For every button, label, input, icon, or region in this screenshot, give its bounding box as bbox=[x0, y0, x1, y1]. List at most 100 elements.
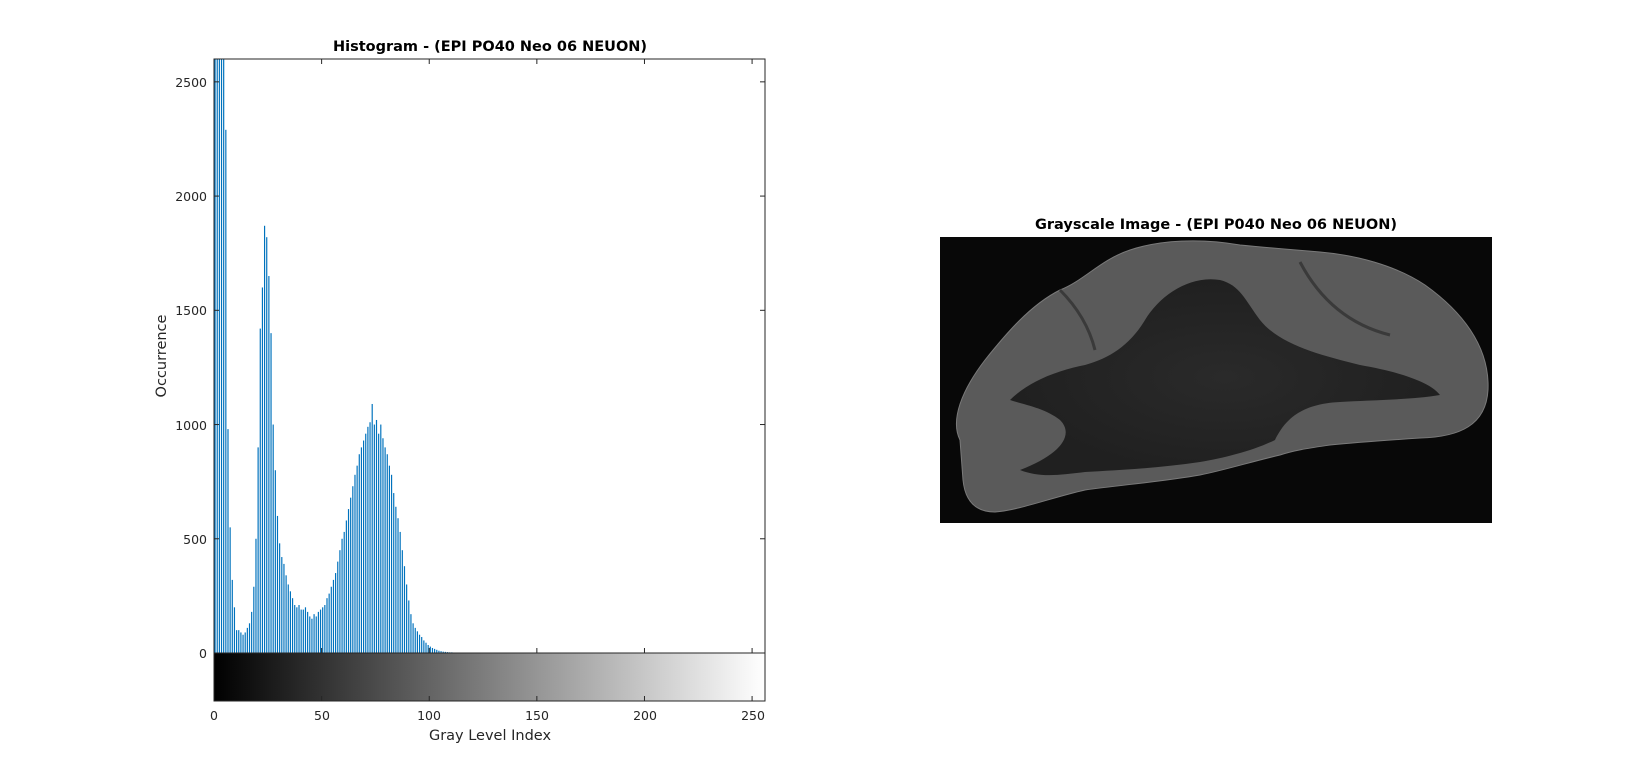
histogram-bar bbox=[374, 425, 375, 653]
y-tick-label: 500 bbox=[183, 532, 207, 547]
histogram-bar bbox=[376, 420, 377, 653]
histogram-bar bbox=[309, 616, 310, 653]
histogram-bar bbox=[400, 532, 401, 653]
y-tick-label: 2000 bbox=[175, 189, 207, 204]
histogram-bar bbox=[225, 130, 226, 653]
histogram-bar bbox=[307, 612, 308, 653]
histogram-bar bbox=[270, 333, 271, 653]
histogram-bar bbox=[430, 647, 431, 653]
histogram-bar bbox=[406, 584, 407, 653]
histogram-bar bbox=[266, 237, 267, 653]
x-tick-label: 250 bbox=[741, 708, 765, 723]
y-tick-label: 1500 bbox=[175, 303, 207, 318]
histogram-bar bbox=[434, 649, 435, 653]
histogram-bar bbox=[335, 573, 336, 653]
histogram-bar bbox=[359, 454, 360, 653]
histogram-bar bbox=[428, 645, 429, 653]
y-tick-label: 0 bbox=[199, 646, 207, 661]
histogram-bar bbox=[408, 600, 409, 653]
histogram-bar bbox=[301, 610, 302, 653]
histogram-bar bbox=[404, 566, 405, 653]
histogram-bar bbox=[258, 447, 259, 653]
histogram-bar bbox=[255, 539, 256, 653]
histogram-bar bbox=[283, 564, 284, 653]
histogram-bar bbox=[262, 287, 263, 653]
histogram-bar bbox=[413, 623, 414, 653]
histogram-bar bbox=[253, 587, 254, 653]
grayscale-image-title: Grayscale Image - (EPI P040 Neo 06 NEUON… bbox=[1035, 217, 1397, 233]
gray-level-colorbar bbox=[214, 653, 765, 701]
histogram-bar bbox=[290, 591, 291, 653]
x-tick-label: 0 bbox=[210, 708, 218, 723]
histogram-bar bbox=[339, 550, 340, 653]
histogram-bar bbox=[372, 404, 373, 653]
histogram-bar bbox=[344, 532, 345, 653]
histogram-bar bbox=[249, 623, 250, 653]
histogram-bar bbox=[354, 475, 355, 653]
histogram-bar bbox=[232, 580, 233, 653]
histogram-bar bbox=[378, 434, 379, 653]
x-axis-label: Gray Level Index bbox=[429, 728, 551, 744]
x-tick-label: 150 bbox=[525, 708, 549, 723]
histogram-bar bbox=[393, 493, 394, 653]
histogram-bar bbox=[397, 518, 398, 653]
histogram-bar bbox=[281, 557, 282, 653]
histogram-bar bbox=[357, 466, 358, 653]
histogram-bar bbox=[305, 607, 306, 653]
histogram-bar bbox=[286, 575, 287, 653]
histogram-bar bbox=[320, 610, 321, 653]
histogram-bar bbox=[311, 619, 312, 653]
histogram-bar bbox=[251, 612, 252, 653]
x-tick-label: 100 bbox=[417, 708, 441, 723]
x-tick-label: 50 bbox=[314, 708, 330, 723]
histogram-bar bbox=[260, 329, 261, 653]
histogram-bars bbox=[214, 59, 473, 653]
y-axis-ticks bbox=[214, 82, 765, 653]
histogram-bar bbox=[380, 425, 381, 653]
histogram-bar bbox=[329, 594, 330, 653]
histogram-bar bbox=[245, 632, 246, 653]
histogram-bar bbox=[331, 587, 332, 653]
x-tick-label: 200 bbox=[633, 708, 657, 723]
y-axis-label: Occurrence bbox=[154, 314, 170, 397]
histogram-bar bbox=[298, 605, 299, 653]
histogram-bar bbox=[227, 429, 228, 653]
histogram-bar bbox=[365, 434, 366, 653]
histogram-bar bbox=[219, 59, 220, 653]
histogram-bar bbox=[410, 614, 411, 653]
histogram-bar bbox=[221, 59, 222, 653]
histogram-bar bbox=[268, 276, 269, 653]
histogram-bar bbox=[264, 226, 265, 653]
histogram-bar bbox=[432, 648, 433, 653]
histogram-bar bbox=[346, 520, 347, 653]
histogram-bar bbox=[242, 635, 243, 653]
x-axis-ticks bbox=[214, 59, 752, 701]
histogram-bar bbox=[277, 516, 278, 653]
histogram-title: Histogram - (EPI PO40 Neo 06 NEUON) bbox=[333, 39, 647, 55]
histogram-bar bbox=[341, 539, 342, 653]
histogram-bar bbox=[350, 498, 351, 653]
histogram-bar bbox=[223, 59, 224, 653]
histogram-bar bbox=[382, 438, 383, 653]
histogram-bar bbox=[425, 643, 426, 653]
y-tick-label: 2500 bbox=[175, 75, 207, 90]
histogram-bar bbox=[389, 466, 390, 653]
histogram-bar bbox=[247, 628, 248, 653]
histogram-panel: Histogram - (EPI PO40 Neo 06 NEUON) 0 50… bbox=[154, 39, 765, 744]
histogram-bar bbox=[275, 470, 276, 653]
histogram-bar bbox=[230, 527, 231, 653]
histogram-bar bbox=[367, 427, 368, 653]
histogram-bar bbox=[402, 550, 403, 653]
histogram-bar bbox=[236, 630, 237, 653]
histogram-plot-frame bbox=[214, 59, 765, 653]
histogram-bar bbox=[333, 580, 334, 653]
histogram-bar bbox=[234, 607, 235, 653]
histogram-bar bbox=[303, 610, 304, 653]
histogram-bar bbox=[395, 507, 396, 653]
histogram-bar bbox=[419, 635, 420, 653]
histogram-bar bbox=[361, 447, 362, 653]
histogram-bar bbox=[294, 605, 295, 653]
histogram-bar bbox=[415, 628, 416, 653]
histogram-bar bbox=[421, 637, 422, 653]
histogram-bar bbox=[313, 614, 314, 653]
